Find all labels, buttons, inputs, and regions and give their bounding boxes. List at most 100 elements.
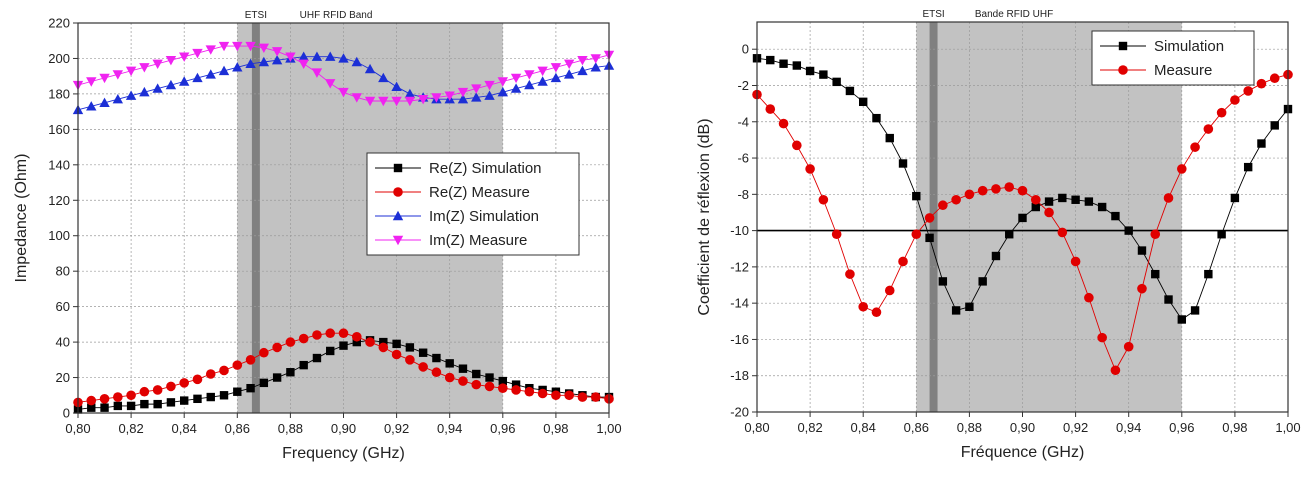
data-point	[458, 364, 468, 373]
data-point	[766, 55, 775, 65]
data-point	[1216, 107, 1227, 118]
data-point	[418, 362, 428, 372]
legend-label: Im(Z) Measure	[429, 232, 527, 249]
data-point	[378, 96, 389, 107]
data-point	[498, 376, 507, 386]
legend-marker	[392, 210, 404, 221]
data-point	[1269, 73, 1280, 84]
y-tick-label: -20	[730, 405, 749, 420]
x-tick-label: 0,90	[331, 421, 356, 436]
x-tick-label: 0,94	[437, 421, 462, 436]
y-tick-label: 140	[48, 157, 70, 172]
data-point	[1084, 197, 1094, 206]
series-1	[752, 69, 1293, 376]
data-point	[99, 73, 110, 84]
data-point	[86, 101, 97, 111]
data-point	[1123, 341, 1134, 352]
data-point	[858, 301, 868, 312]
data-point	[325, 51, 336, 61]
data-point	[351, 56, 362, 67]
legend-label: Im(Z) Simulation	[429, 208, 539, 225]
data-point	[245, 355, 256, 365]
y-tick-label: 0	[742, 42, 749, 57]
reflection-chart: 0,80 0,82 0,84 0,86 0,88 0,90 0,92 0,94 0,96 0,98…	[696, 9, 1301, 461]
data-point	[152, 83, 163, 93]
data-point	[312, 353, 322, 363]
data-point	[232, 360, 243, 370]
data-point	[126, 401, 136, 411]
y-tick-label: -10	[730, 223, 749, 238]
data-point	[139, 386, 150, 397]
data-point	[232, 62, 243, 72]
x-tick-label: 0,90	[1010, 420, 1035, 435]
y-tick-label: 220	[48, 16, 70, 31]
data-point	[577, 65, 588, 76]
data-point	[351, 93, 362, 103]
data-point	[192, 72, 203, 83]
data-point	[338, 53, 349, 63]
legend: Simulation Measure	[1091, 30, 1255, 86]
data-point	[885, 133, 894, 143]
data-point	[938, 277, 948, 286]
data-point	[978, 277, 987, 286]
data-point	[405, 343, 415, 352]
data-point	[192, 374, 203, 385]
data-point	[1137, 246, 1147, 255]
data-point	[964, 189, 975, 200]
data-point	[152, 59, 163, 69]
data-point	[590, 392, 601, 402]
data-point	[99, 97, 110, 107]
data-point	[977, 185, 988, 196]
legend-marker	[393, 187, 403, 197]
data-point	[193, 394, 202, 404]
data-point	[192, 48, 203, 59]
band-label-etsi: ETSI	[245, 10, 267, 21]
legend-marker	[1118, 41, 1128, 51]
y-tick-label: 80	[56, 264, 70, 279]
data-point	[792, 140, 802, 151]
data-point	[338, 87, 349, 98]
data-point	[218, 41, 230, 52]
data-point	[125, 66, 137, 77]
data-point	[510, 73, 522, 84]
data-point	[498, 383, 508, 393]
data-point	[218, 65, 230, 76]
data-point	[884, 285, 895, 296]
y-tick-label: -8	[737, 187, 749, 202]
data-point	[497, 77, 508, 87]
data-point	[564, 390, 574, 401]
data-point	[577, 392, 588, 402]
data-point	[153, 399, 162, 409]
y-tick-label: 120	[48, 193, 70, 208]
data-point	[272, 342, 282, 353]
x-tick-label: 0,86	[904, 420, 929, 435]
data-point	[139, 63, 150, 73]
legend-label: Simulation	[1154, 38, 1224, 55]
data-point	[1217, 230, 1226, 239]
y-tick-label: -14	[730, 296, 749, 311]
data-point	[364, 63, 376, 74]
legend-label: Measure	[1154, 62, 1212, 79]
data-point	[87, 403, 96, 412]
data-point	[471, 379, 482, 390]
y-tick-label: -2	[737, 78, 749, 93]
data-point	[311, 51, 323, 61]
data-point	[1097, 332, 1107, 343]
data-point	[140, 399, 149, 409]
data-point	[871, 307, 882, 318]
series-0	[73, 336, 614, 414]
data-point	[898, 159, 908, 168]
data-point	[925, 233, 934, 243]
data-point	[86, 77, 97, 87]
data-point	[113, 401, 123, 411]
data-point	[351, 331, 362, 342]
x-tick-label: 0,84	[851, 420, 876, 435]
legend-box	[1091, 30, 1255, 86]
data-point	[1005, 230, 1014, 239]
data-point	[1004, 182, 1015, 192]
data-point	[805, 164, 815, 174]
data-point	[205, 69, 216, 79]
band-label-rfid: UHF RFID Band	[300, 10, 373, 21]
data-point	[165, 56, 177, 66]
